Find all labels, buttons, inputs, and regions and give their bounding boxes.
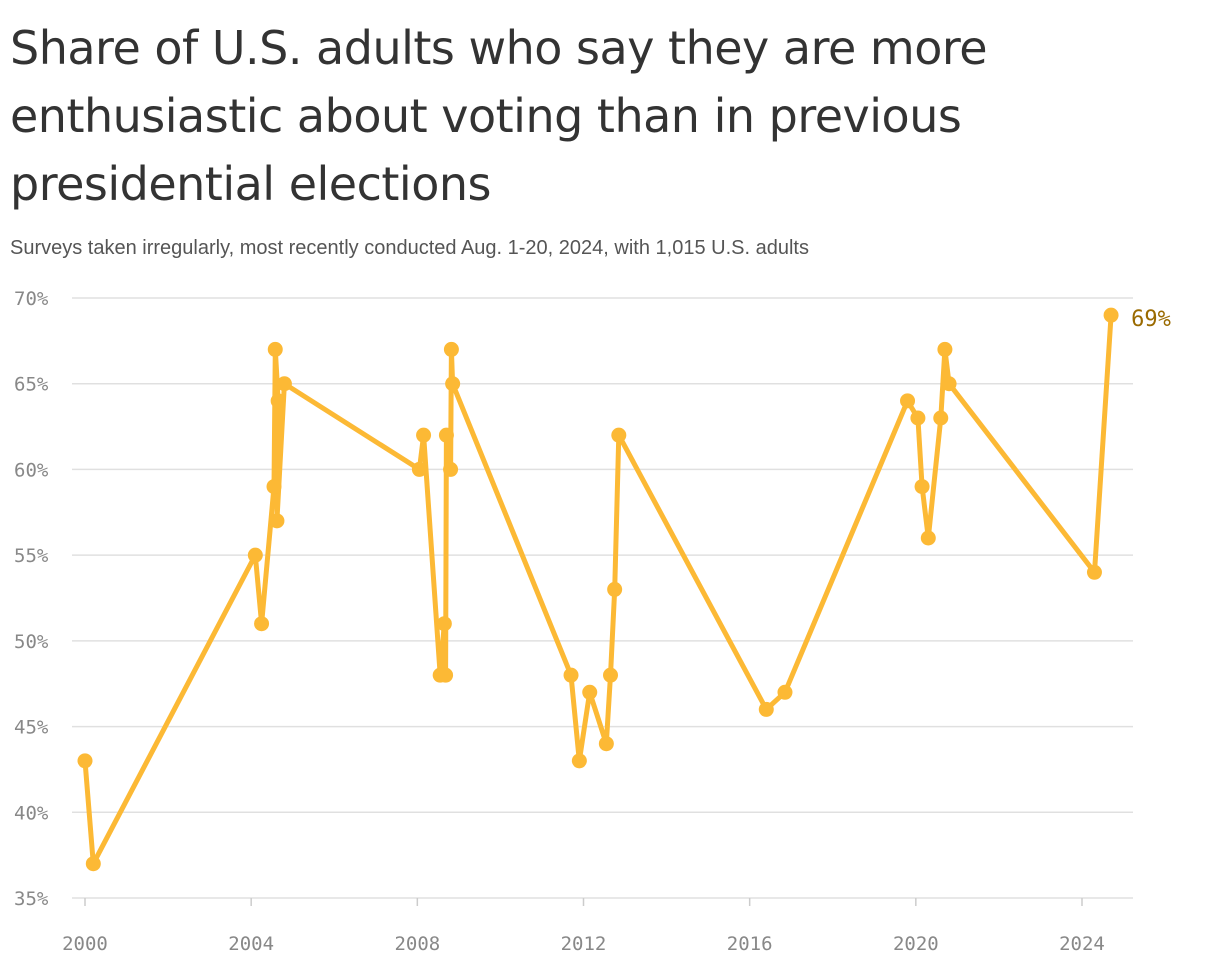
y-tick-label: 40% <box>14 802 49 824</box>
data-point <box>920 530 936 546</box>
data-point <box>563 667 579 683</box>
data-point <box>1086 564 1102 580</box>
x-tick-label: 2008 <box>394 933 440 955</box>
data-point <box>900 393 916 409</box>
data-point <box>603 667 619 683</box>
data-point <box>270 393 286 409</box>
chart-title: Share of U.S. adults who say they are mo… <box>10 21 988 211</box>
data-point <box>266 479 282 495</box>
series <box>77 307 1119 872</box>
data-point <box>758 701 774 717</box>
data-point <box>941 376 957 392</box>
data-point <box>436 616 452 632</box>
data-point <box>267 341 283 357</box>
data-point <box>276 376 292 392</box>
data-point <box>443 341 459 357</box>
y-tick-label: 60% <box>14 459 49 481</box>
x-tick-label: 2004 <box>228 933 274 955</box>
data-point <box>247 547 263 563</box>
data-point <box>438 667 454 683</box>
data-point <box>77 753 93 769</box>
data-point <box>937 341 953 357</box>
x-tick-label: 2024 <box>1059 933 1105 955</box>
y-tick-label: 55% <box>14 545 49 567</box>
data-point <box>85 856 101 872</box>
data-point <box>582 684 598 700</box>
data-point <box>416 427 432 443</box>
y-tick-label: 50% <box>14 631 49 653</box>
data-point <box>438 427 454 443</box>
data-point <box>254 616 270 632</box>
end-value-label: 69% <box>1131 307 1171 332</box>
y-tick-label: 45% <box>14 717 49 739</box>
data-point <box>411 461 427 477</box>
y-tick-label: 70% <box>14 288 49 310</box>
data-point <box>1103 307 1119 323</box>
data-point <box>443 461 459 477</box>
data-point <box>269 513 285 529</box>
end-label-group: 69% <box>1131 307 1171 332</box>
chart-subtitle: Surveys taken irregularly, most recently… <box>10 237 809 259</box>
y-tick-label: 65% <box>14 374 49 396</box>
x-tick-label: 2012 <box>561 933 607 955</box>
x-axis: 2000 2004 2008 2012 2016 2020 2024 <box>62 898 1105 955</box>
data-point <box>933 410 949 426</box>
data-point <box>445 376 461 392</box>
data-point <box>914 479 930 495</box>
data-point <box>607 581 623 597</box>
data-point <box>777 684 793 700</box>
x-tick-label: 2020 <box>893 933 939 955</box>
x-tick-label: 2000 <box>62 933 108 955</box>
series-line <box>82 312 1114 867</box>
data-point <box>611 427 627 443</box>
y-axis: 35% 40% 45% 50% 55% 60% 65% 70% <box>14 288 49 910</box>
x-tick-label: 2016 <box>727 933 773 955</box>
y-tick-label: 35% <box>14 888 49 910</box>
data-point <box>598 736 614 752</box>
data-point <box>910 410 926 426</box>
data-point <box>571 753 587 769</box>
